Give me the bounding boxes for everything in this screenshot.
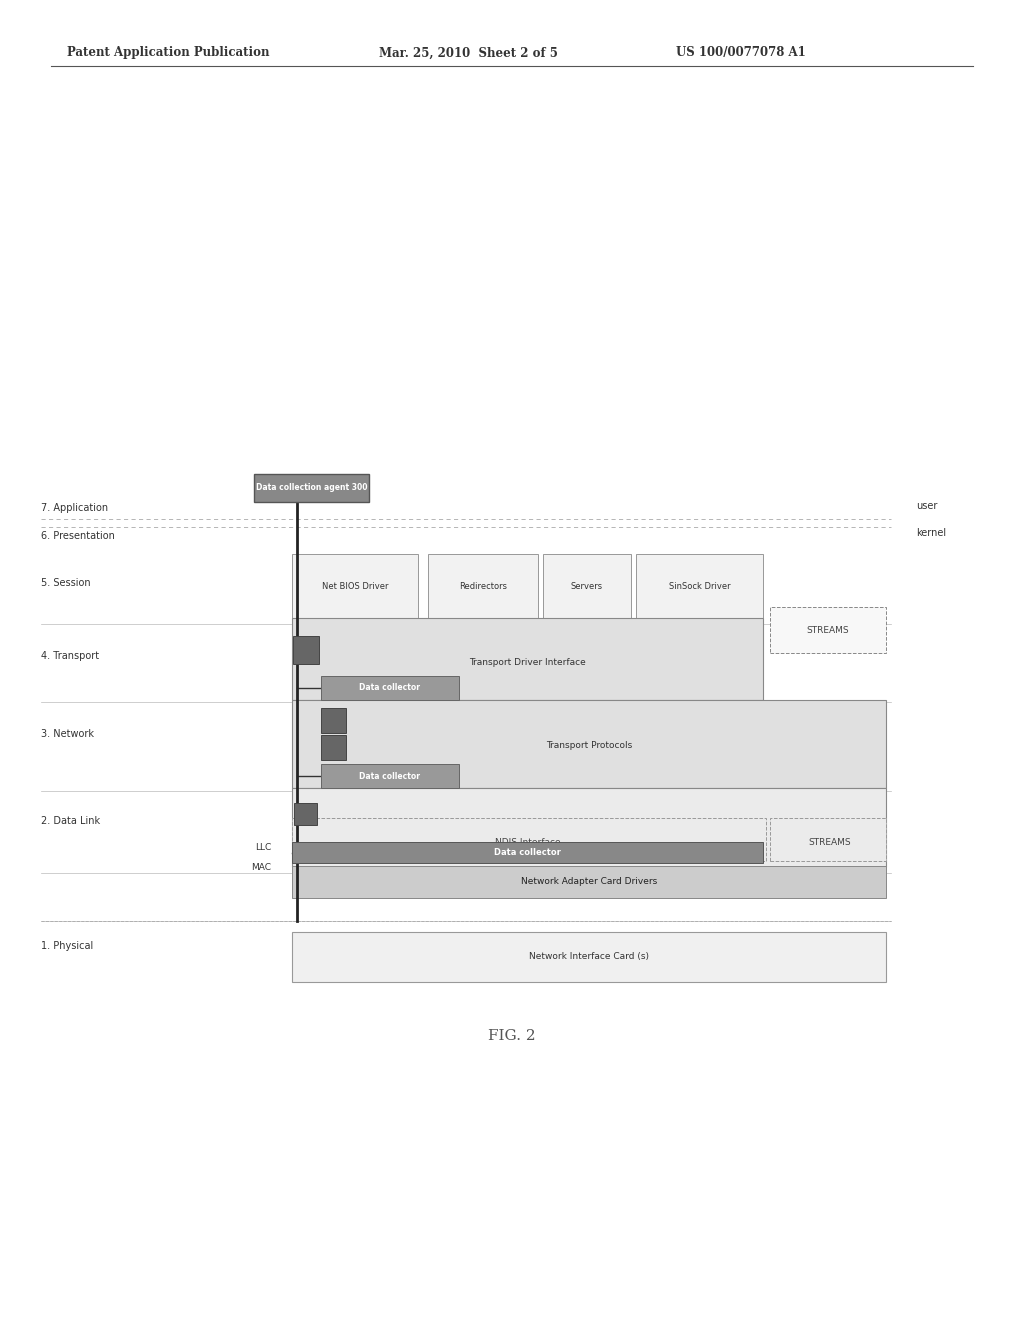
- Text: LLC: LLC: [255, 843, 271, 851]
- Text: Data collector: Data collector: [494, 849, 561, 857]
- Bar: [292, 866, 886, 898]
- Text: FIG. 2: FIG. 2: [488, 1030, 536, 1043]
- Bar: [321, 764, 459, 788]
- Text: 4. Transport: 4. Transport: [41, 651, 99, 661]
- Bar: [770, 607, 886, 653]
- Text: Transport Driver Interface: Transport Driver Interface: [469, 659, 586, 667]
- Text: STREAMS: STREAMS: [807, 626, 849, 635]
- Bar: [292, 788, 886, 867]
- Text: STREAMS: STREAMS: [808, 838, 851, 846]
- Text: US 100/0077078 A1: US 100/0077078 A1: [676, 46, 806, 59]
- Bar: [294, 803, 317, 825]
- Text: Data collection agent 300: Data collection agent 300: [256, 483, 367, 492]
- Bar: [292, 618, 763, 700]
- Bar: [636, 554, 763, 618]
- Bar: [292, 554, 418, 618]
- Text: Servers: Servers: [570, 582, 603, 590]
- Bar: [321, 735, 346, 760]
- Bar: [292, 700, 886, 788]
- Bar: [770, 818, 886, 861]
- Text: Redirectors: Redirectors: [459, 582, 507, 590]
- Text: SinSock Driver: SinSock Driver: [669, 582, 730, 590]
- Text: Data collector: Data collector: [359, 772, 420, 780]
- Text: Network Interface Card (s): Network Interface Card (s): [528, 953, 649, 961]
- Text: Patent Application Publication: Patent Application Publication: [67, 46, 269, 59]
- Text: 5. Session: 5. Session: [41, 578, 90, 589]
- Text: 2. Data Link: 2. Data Link: [41, 816, 100, 826]
- Bar: [292, 818, 766, 861]
- Bar: [292, 932, 886, 982]
- Bar: [293, 636, 319, 664]
- Bar: [321, 708, 346, 733]
- Text: Data collector: Data collector: [359, 684, 420, 692]
- Text: Net BIOS Driver: Net BIOS Driver: [322, 582, 388, 590]
- Text: Mar. 25, 2010  Sheet 2 of 5: Mar. 25, 2010 Sheet 2 of 5: [379, 46, 558, 59]
- Bar: [254, 474, 369, 502]
- Text: Network Adapter Card Drivers: Network Adapter Card Drivers: [520, 878, 657, 886]
- Text: kernel: kernel: [916, 528, 946, 539]
- Bar: [428, 554, 538, 618]
- Text: 3. Network: 3. Network: [41, 729, 94, 739]
- Bar: [321, 676, 459, 700]
- Text: NDIS Interface: NDIS Interface: [495, 838, 560, 846]
- Text: 7. Application: 7. Application: [41, 503, 109, 513]
- Text: Transport Protocols: Transport Protocols: [546, 742, 632, 750]
- Text: user: user: [916, 500, 938, 511]
- Text: 6. Presentation: 6. Presentation: [41, 531, 115, 541]
- Text: 1. Physical: 1. Physical: [41, 941, 93, 952]
- Text: MAC: MAC: [251, 863, 271, 871]
- Bar: [292, 842, 763, 863]
- Bar: [543, 554, 631, 618]
